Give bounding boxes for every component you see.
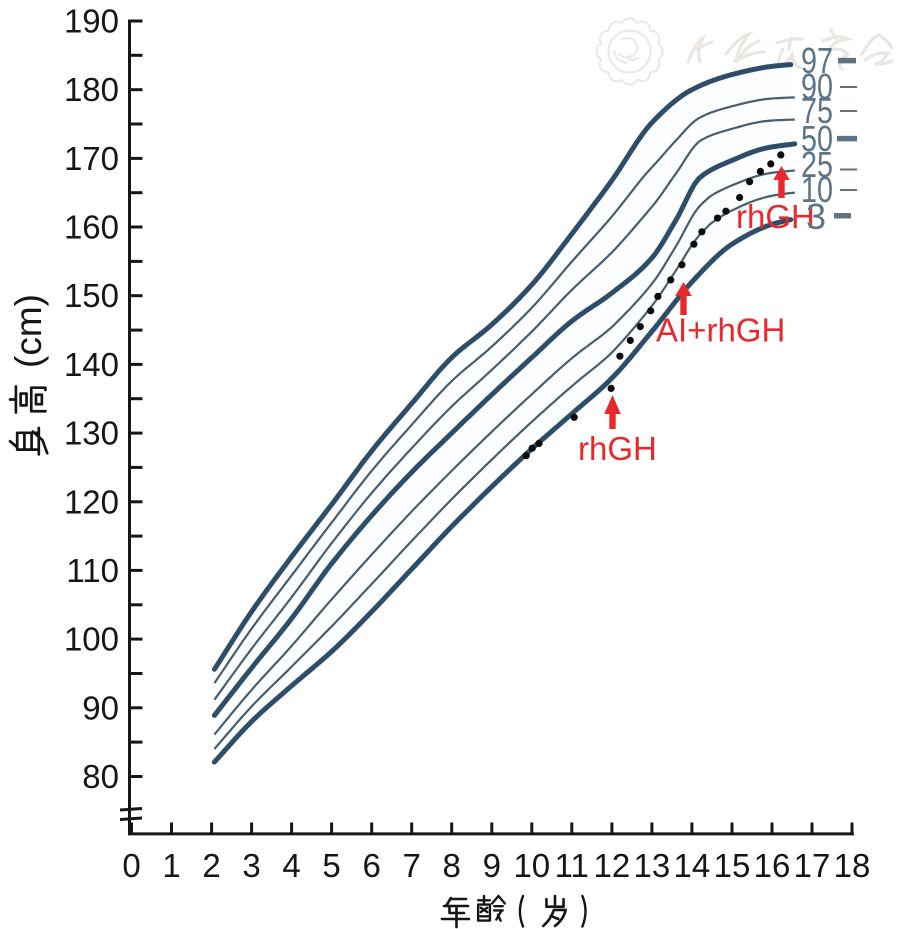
- svg-text:18: 18: [834, 847, 871, 884]
- svg-text:15: 15: [714, 847, 751, 884]
- svg-text:2: 2: [202, 847, 220, 884]
- svg-text:rhGH: rhGH: [736, 198, 815, 235]
- svg-text:9: 9: [483, 847, 501, 884]
- svg-text:0: 0: [122, 847, 140, 884]
- svg-text:180: 180: [64, 71, 119, 108]
- svg-text:130: 130: [64, 415, 119, 452]
- svg-text:170: 170: [64, 140, 119, 177]
- svg-text:140: 140: [64, 346, 119, 383]
- svg-text:10: 10: [513, 847, 550, 884]
- svg-text:3: 3: [806, 196, 826, 237]
- svg-text:150: 150: [64, 277, 119, 314]
- svg-text:17: 17: [794, 847, 831, 884]
- svg-text:97: 97: [801, 40, 833, 81]
- svg-text:8: 8: [443, 847, 461, 884]
- svg-text:5: 5: [322, 847, 340, 884]
- svg-text:11: 11: [555, 847, 589, 884]
- svg-text:90: 90: [82, 689, 119, 726]
- svg-text:13: 13: [634, 847, 671, 884]
- svg-text:16: 16: [754, 847, 791, 884]
- svg-text:6: 6: [363, 847, 381, 884]
- svg-text:90: 90: [801, 66, 833, 107]
- svg-text:80: 80: [82, 758, 119, 795]
- svg-text:120: 120: [64, 483, 119, 520]
- svg-text:10: 10: [801, 169, 833, 210]
- svg-text:rhGH: rhGH: [578, 430, 657, 467]
- svg-text:14: 14: [674, 847, 711, 884]
- svg-text:110: 110: [66, 552, 119, 589]
- svg-text:3: 3: [242, 847, 260, 884]
- svg-text:190: 190: [64, 3, 119, 40]
- svg-text:1: 1: [162, 847, 180, 884]
- svg-text:160: 160: [64, 209, 119, 246]
- svg-text:7: 7: [403, 847, 421, 884]
- svg-text:100: 100: [64, 621, 119, 658]
- svg-text:4: 4: [282, 847, 300, 884]
- svg-text:AI+rhGH: AI+rhGH: [656, 312, 785, 349]
- svg-text:75: 75: [801, 90, 833, 131]
- svg-text:25: 25: [801, 144, 833, 185]
- svg-text:12: 12: [594, 847, 631, 884]
- svg-text:50: 50: [801, 118, 833, 159]
- svg-text:(cm): (cm): [8, 294, 49, 368]
